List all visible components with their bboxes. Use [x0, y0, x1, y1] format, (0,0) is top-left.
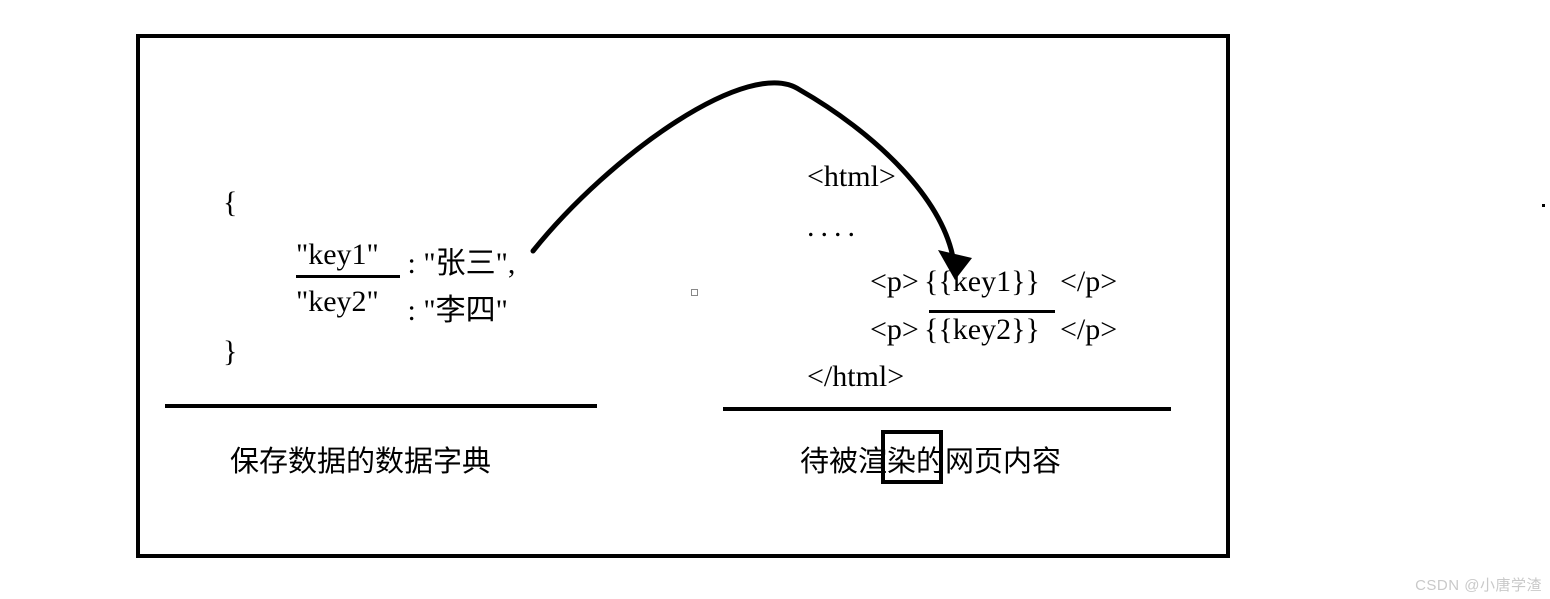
right-p2-close: </p>: [1060, 313, 1117, 347]
watermark: CSDN @小唐学渣: [1415, 574, 1542, 595]
right-key1-underline: [929, 310, 1055, 313]
left-entry1-key: "key1": [296, 238, 379, 272]
right-p1-open: <p>: [870, 265, 919, 299]
left-entry2-rest: : "李四": [400, 285, 508, 329]
right-caption-highlight-box: [881, 430, 943, 484]
diagram-canvas: { "key1" : "张三", "key2" : "李四" } 保存数据的数据…: [0, 0, 1550, 599]
right-p1-close: </p>: [1060, 265, 1117, 299]
left-brace-close: }: [223, 335, 237, 369]
right-html-open: <html>: [807, 160, 896, 194]
right-p1-mid: {{key1}}: [924, 265, 1040, 299]
right-ellipsis: ....: [807, 210, 861, 244]
left-entry1-rest: : "张三",: [400, 238, 515, 282]
right-margin-dot: [1542, 204, 1545, 207]
right-divider: [723, 407, 1171, 411]
center-small-square: [691, 289, 698, 296]
right-p2-open: <p>: [870, 313, 919, 347]
right-html-close: </html>: [807, 360, 904, 394]
left-divider: [165, 404, 597, 408]
right-p2-mid: {{key2}}: [924, 313, 1040, 347]
left-brace-open: {: [223, 186, 237, 220]
left-key1-underline: [296, 275, 400, 278]
left-entry2-key: "key2": [296, 285, 379, 319]
left-caption: 保存数据的数据字典: [230, 438, 491, 480]
